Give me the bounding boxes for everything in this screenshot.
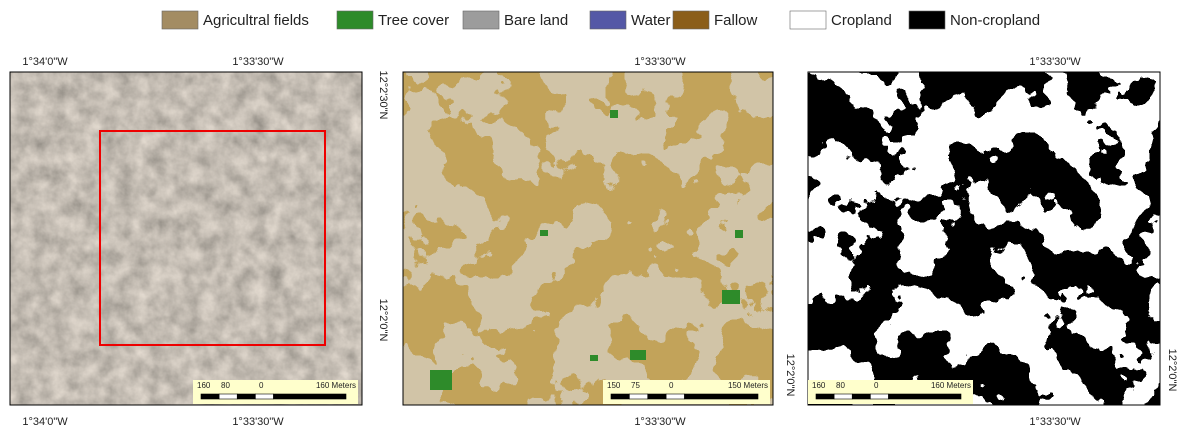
legend-swatch <box>909 11 945 29</box>
longitude-label: 1°33'30"W <box>1029 416 1081 428</box>
latitude-label: 12°2'0"N <box>784 354 796 397</box>
scale-segment <box>255 394 273 399</box>
legend-swatch <box>337 11 373 29</box>
tree-patch <box>540 230 548 236</box>
longitude-label: 1°33'30"W <box>232 416 284 428</box>
tree-patch <box>430 370 452 390</box>
scale-label: 0 <box>259 381 264 390</box>
scale-segment <box>889 394 962 399</box>
scale-label: 160 Meters <box>316 381 356 390</box>
scale-segment <box>274 394 347 399</box>
tree-patch <box>630 350 646 360</box>
tree-patch <box>722 290 740 304</box>
scale-label: 160 <box>197 381 211 390</box>
scale-label: 80 <box>836 381 845 390</box>
scale-segment <box>870 394 888 399</box>
scale-segment <box>237 394 255 399</box>
tree-patch <box>735 230 743 238</box>
legend-label: Tree cover <box>378 12 449 29</box>
scale-segment <box>219 394 237 399</box>
legend-label: Water <box>631 12 670 29</box>
scale-label: 150 Meters <box>728 381 768 390</box>
legend-label: Non-cropland <box>950 12 1040 29</box>
scale-segment <box>629 394 647 399</box>
latitude-label: 12°2'0"N <box>377 299 389 342</box>
scale-segment <box>666 394 684 399</box>
scale-label: 160 <box>812 381 826 390</box>
legend-swatch <box>162 11 198 29</box>
figure: Agricultral fields Tree cover Bare land Wat… <box>0 0 1185 434</box>
scale-label: 0 <box>874 381 879 390</box>
legend-label: Bare land <box>504 12 568 29</box>
scale-segment <box>834 394 852 399</box>
legend-label: Cropland <box>831 12 892 29</box>
scale-segment <box>201 394 219 399</box>
scale-segment <box>816 394 834 399</box>
latitude-label: 12°2'30"N <box>377 71 389 120</box>
scale-label: 150 <box>607 381 621 390</box>
scale-segment <box>611 394 629 399</box>
scale-label: 75 <box>631 381 640 390</box>
legend-swatch <box>463 11 499 29</box>
latitude-label: 12°2'0"N <box>1166 349 1178 392</box>
longitude-label: 1°33'30"W <box>1029 56 1081 68</box>
longitude-label: 1°34'0"W <box>22 56 68 68</box>
scale-segment <box>852 394 870 399</box>
satellite-image <box>10 72 362 405</box>
scale-segment <box>685 394 759 399</box>
scale-label: 0 <box>669 381 674 390</box>
legend-label: Agricultral fields <box>203 12 309 29</box>
legend-label: Fallow <box>714 12 758 29</box>
scale-label: 80 <box>221 381 230 390</box>
legend-swatch <box>790 11 826 29</box>
scale-label: 160 Meters <box>931 381 971 390</box>
longitude-label: 1°34'0"W <box>22 416 68 428</box>
classified-map <box>403 72 773 405</box>
tree-patch <box>610 110 618 118</box>
cropland-map <box>808 72 1160 405</box>
longitude-label: 1°33'30"W <box>232 56 284 68</box>
tree-patch <box>590 355 598 361</box>
legend-swatch <box>673 11 709 29</box>
longitude-label: 1°33'30"W <box>634 416 686 428</box>
legend-swatch <box>590 11 626 29</box>
scale-segment <box>648 394 666 399</box>
longitude-label: 1°33'30"W <box>634 56 686 68</box>
